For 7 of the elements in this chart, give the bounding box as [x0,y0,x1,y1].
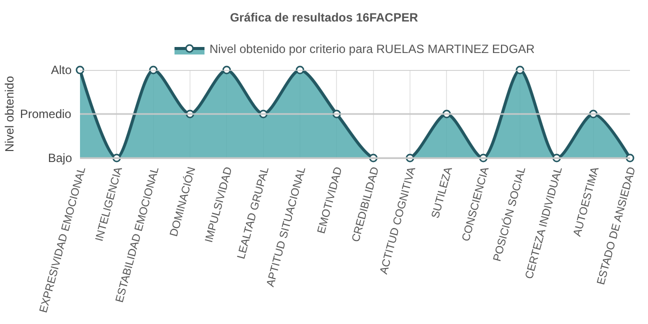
ref-line-label: Promedio [20,107,72,121]
y-axis-title: Nivel obtenido [2,76,16,152]
legend-label: Nivel obtenido por criterio para RUELAS MARTINEZ EDGAR [210,42,536,56]
ref-line-label: Alto [51,63,72,77]
x-tick-label: LEALTAD GRUPAL [235,166,272,260]
chart-title: Gráfica de resultados 16FACPER [230,10,418,24]
ref-line-label: Bajo [48,151,72,165]
